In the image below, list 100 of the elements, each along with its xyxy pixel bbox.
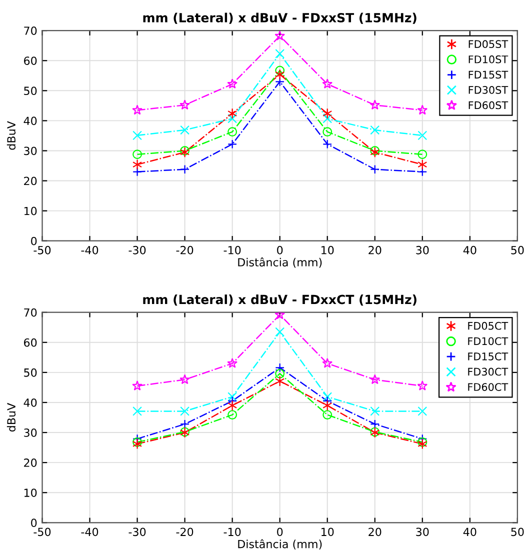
point — [132, 159, 142, 170]
x-tick-label: -10 — [224, 528, 241, 536]
x-tick-label: -20 — [176, 246, 194, 254]
point — [132, 150, 142, 160]
y-tick-label: 70 — [24, 308, 37, 317]
point — [322, 114, 332, 124]
x-tick-label: -40 — [81, 528, 98, 536]
y-tick-label: 50 — [24, 86, 37, 96]
point — [322, 78, 333, 89]
point — [274, 30, 286, 40]
point — [275, 76, 285, 86]
legend-label: FD60CT — [468, 383, 508, 391]
y-tick-label: 30 — [24, 428, 37, 437]
point — [418, 167, 428, 176]
x-tick-label: 20 — [368, 246, 382, 254]
point — [132, 380, 142, 390]
point — [228, 139, 238, 149]
x-tick-label: 30 — [416, 528, 429, 536]
x-tick-label: -30 — [128, 246, 146, 254]
point — [180, 419, 190, 429]
point — [228, 410, 238, 420]
legend-label: FD05ST — [468, 40, 508, 48]
point — [132, 437, 142, 447]
point — [180, 406, 190, 416]
x-axis-title: Distância (mm) — [238, 257, 322, 268]
point — [418, 130, 428, 140]
point — [275, 368, 285, 378]
y-tick-label: 60 — [24, 56, 37, 65]
point — [132, 104, 142, 115]
x-tick-label: 0 — [277, 246, 283, 254]
legend-label: FD15CT — [468, 352, 508, 360]
point — [370, 146, 380, 156]
y-tick-label: 20 — [24, 176, 37, 186]
point — [370, 406, 380, 416]
point — [228, 127, 238, 137]
x-tick-label: 50 — [511, 246, 524, 254]
point — [322, 392, 332, 402]
chart-title: mm (Lateral) x dBuV - FDxxCT (15MHz) — [143, 294, 416, 306]
x-tick-label: 0 — [277, 528, 283, 536]
point — [180, 146, 190, 156]
point — [417, 104, 428, 115]
y-tick-label: 0 — [31, 236, 37, 246]
point — [180, 164, 190, 174]
point — [370, 419, 380, 429]
x-axis-title: Distância (mm) — [238, 539, 322, 550]
point — [180, 146, 190, 158]
x-tick-label: 30 — [416, 246, 429, 254]
legend-label: FD30ST — [468, 86, 508, 94]
x-tick-label: 50 — [511, 528, 524, 536]
point — [370, 164, 380, 174]
point — [418, 150, 428, 160]
y-tick-label: 60 — [24, 338, 37, 347]
y-axis-title: dBuV — [6, 121, 16, 150]
point — [228, 114, 238, 124]
point — [275, 66, 285, 76]
x-tick-label: 10 — [322, 528, 334, 536]
point — [227, 78, 238, 89]
point — [322, 127, 332, 137]
point — [180, 374, 190, 384]
y-axis-title: dBuV — [6, 402, 16, 432]
point — [228, 392, 238, 402]
x-tick-label: 40 — [463, 528, 476, 536]
x-tick-label: -20 — [176, 528, 194, 536]
x-tick-label: -40 — [81, 246, 98, 254]
point — [132, 406, 142, 416]
y-tick-label: 30 — [24, 146, 37, 156]
point — [275, 362, 285, 372]
point — [275, 327, 285, 337]
point — [418, 406, 428, 416]
point — [227, 358, 238, 368]
x-tick-label: -50 — [34, 528, 51, 536]
point — [370, 125, 380, 135]
legend-label: FD30CT — [468, 368, 508, 376]
chart-title: mm (Lateral) x dBuV - FDxxST (15MHz) — [143, 12, 416, 24]
point — [322, 410, 332, 420]
legend-label: FD10CT — [468, 337, 508, 346]
point — [417, 380, 428, 390]
y-tick-label: 0 — [31, 518, 37, 528]
y-tick-label: 40 — [24, 398, 37, 407]
point — [370, 374, 380, 384]
y-tick-label: 10 — [24, 206, 37, 216]
point — [370, 100, 380, 110]
point — [180, 100, 190, 110]
legend-label: FD05CT — [468, 322, 508, 330]
legend-label: FD60ST — [468, 101, 508, 110]
x-tick-label: 20 — [368, 528, 382, 536]
point — [275, 48, 285, 58]
legend-label: FD10ST — [468, 55, 508, 64]
legend-label: FD15ST — [468, 70, 508, 79]
x-tick-label: 10 — [322, 246, 334, 254]
x-tick-label: -30 — [128, 528, 146, 536]
point — [132, 167, 142, 176]
y-tick-label: 20 — [24, 458, 37, 467]
x-tick-label: -10 — [224, 246, 241, 254]
y-tick-label: 10 — [24, 488, 37, 497]
x-tick-label: 40 — [463, 246, 476, 254]
point — [132, 130, 142, 140]
x-tick-label: -50 — [34, 246, 51, 254]
point — [132, 438, 142, 450]
point — [180, 125, 190, 135]
